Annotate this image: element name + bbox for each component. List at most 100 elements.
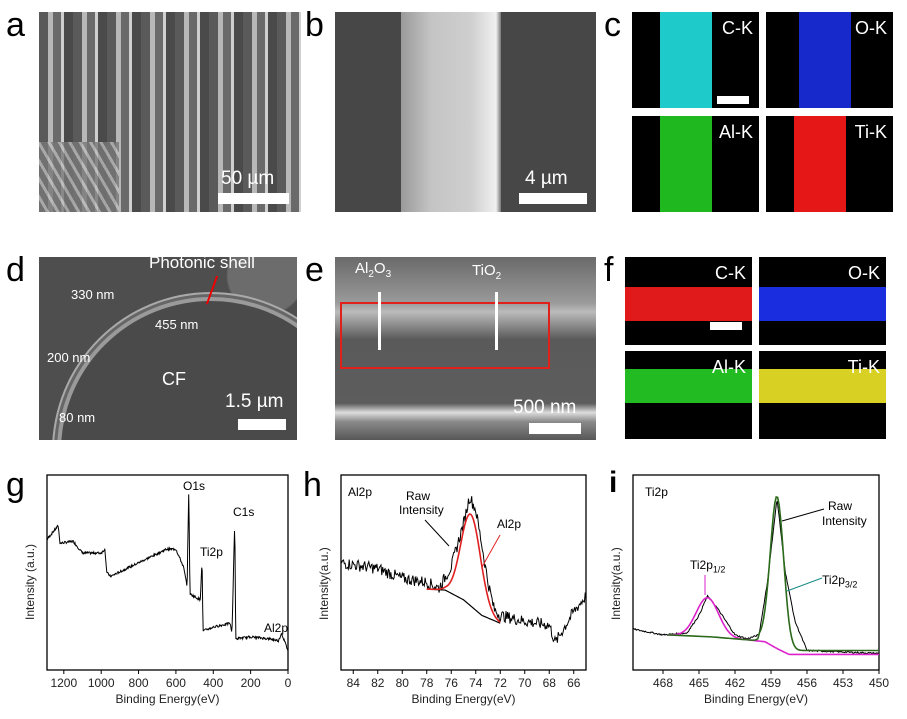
x-tick-label: 465 [688,676,710,690]
eds-map-al-k: Al-K [632,116,759,212]
background-line [426,588,501,624]
annotation-ti2p32: Ti2p3/2 [822,573,858,590]
x-tick-label: 462 [724,676,746,690]
annotation-raw: Raw [406,489,431,503]
core-label: CF [162,369,186,389]
x-tick-label: 400 [203,676,224,690]
x-tick-label: 1200 [50,676,78,690]
x-tick-label: 453 [832,676,854,690]
x-tick-label: 80 [395,676,409,690]
chart-title: Ti2p [645,485,668,499]
eds-map-o-k: O-K [759,257,886,345]
x-tick-label: 76 [444,676,458,690]
scale-label: 4 µm [525,168,568,189]
element-label: O-K [854,18,887,38]
panel-label-h: h [303,466,322,504]
annotation-al2p: Al2p [264,621,289,635]
scale-bar [218,193,289,204]
annotation-ti2p12: Ti2p1/2 [690,558,726,575]
sem-image-cross-section: Photonic shell 330 nm 455 nm 200 nm 80 n… [39,257,297,440]
annotation-raw: Raw [828,499,853,513]
plot-frame [46,474,289,671]
arrow [481,534,501,568]
x-axis-label: Binding Energy(eV) [115,692,220,706]
panel-label-i: i [609,466,618,499]
x-tick-label: 0 [284,676,292,690]
thickness-label: 455 nm [155,317,199,332]
sem-image-single-fiber: 4 µm [335,12,596,212]
thickness-label: 330 nm [71,287,115,302]
panel-label-f: f [604,251,614,289]
annotation-ti2p: Ti2p [200,545,223,559]
x-tick-label: 66 [567,676,581,690]
panel-label-d: d [6,251,25,289]
eds-map-c-k: C-K [625,257,752,345]
eds-map-ti-k: Ti-K [759,351,886,439]
y-axis-label: Intensity(a.u.) [317,547,331,620]
eds-map-o-k: O-K [766,12,893,108]
x-axis-label: Binding Energy(eV) [703,692,809,706]
annotation-intensity: Intensity [399,503,444,517]
sem-image-shell-layers: Al2O3 TiO2 500 nm [335,257,596,440]
annotation-intensity: Intensity [822,514,867,528]
ti2p32-fit-line [667,496,879,652]
x-tick-label: 600 [165,676,186,690]
x-tick-label: 1000 [87,676,115,690]
x-tick-label: 450 [868,676,890,690]
annotation-al2p-fit: Al2p [497,517,522,531]
al2p-fit-line [426,513,501,623]
panel-label-b: b [305,6,324,44]
photonic-shell-label: Photonic shell [149,257,255,272]
x-tick-label: 800 [128,676,149,690]
thickness-label: 80 nm [59,410,96,425]
arrow [424,519,450,547]
element-label: C-K [715,263,746,283]
scale-bar [238,419,286,430]
x-tick-label: 68 [542,676,556,690]
plot-frame [632,474,880,671]
ti2p12-fit-line [667,596,879,656]
annotation-c1s: C1s [233,505,255,519]
chart-title: Al2p [348,485,373,499]
scale-bar [529,423,581,434]
x-tick-label: 468 [652,676,674,690]
eds-map-al-k: Al-K [625,351,752,439]
y-axis-label: Intensity (a.u.) [23,543,37,620]
x-tick-label: 70 [518,676,532,690]
eds-map-c-k: C-K [632,12,759,108]
panel-label-a: a [6,6,25,44]
highlight-box [340,302,550,369]
element-label: O-K [847,263,880,283]
eds-map-ti-k: Ti-K [766,116,893,212]
x-tick-label: 459 [760,676,782,690]
thickness-label: 200 nm [47,350,91,365]
element-label: Al-K [711,357,746,377]
raw-intensity-line [340,496,587,643]
panel-label-g: g [6,466,25,504]
panel-label-c: c [604,6,621,44]
plot-frame [340,474,587,671]
annotation-o1s: O1s [183,479,206,493]
sem-image-fibers: 50 µm [39,12,301,212]
y-axis-label: Intensity(a.u.) [609,547,623,620]
x-tick-label: 456 [796,676,818,690]
arrow [495,292,498,350]
x-tick-label: 84 [346,676,360,690]
element-label: C-K [722,18,753,38]
arrow [786,577,823,592]
x-tick-label: 78 [420,676,434,690]
al2o3-label: Al2O3 [355,260,392,280]
x-tick-label: 82 [371,676,385,690]
x-tick-label: 74 [469,676,483,690]
element-label: Ti-K [854,122,887,142]
element-label: Al-K [718,122,753,142]
x-tick-label: 200 [240,676,261,690]
scale-bar [717,96,749,104]
tio2-label: TiO2 [472,262,502,282]
arrow [781,508,825,522]
panel-label-e: e [305,251,324,289]
scale-label: 50 µm [221,168,275,189]
element-label: Ti-K [847,357,880,377]
